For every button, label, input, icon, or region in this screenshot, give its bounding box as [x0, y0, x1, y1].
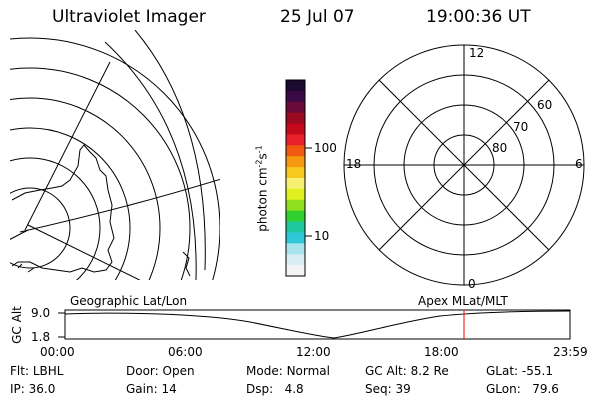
colorbar — [286, 80, 305, 277]
date-label: 25 Jul 07 — [280, 7, 355, 27]
meridian-line — [24, 61, 111, 231]
info-flt: Flt: LBHL — [10, 364, 64, 378]
colorbar-segment — [286, 134, 305, 146]
colorbar-segment — [286, 80, 305, 92]
colorbar-segment — [286, 112, 305, 125]
colorbar-segment — [286, 101, 305, 114]
mlt-label-6: 6 — [575, 157, 583, 171]
apex-label: Apex MLat/MLT — [418, 294, 508, 308]
colorbar-segment — [286, 199, 305, 212]
altitude-curve — [64, 310, 571, 339]
time-label: 19:00:36 UT — [426, 7, 531, 27]
mlt-label-0: 0 — [468, 277, 476, 291]
info-glat: GLat: -55.1 — [486, 364, 553, 378]
colorbar-unit-label: photon cm-2s-1 — [254, 145, 270, 232]
timeline-plot — [58, 309, 571, 340]
mlat-label-80: 80 — [492, 141, 508, 155]
outer-arc-tick — [182, 251, 191, 277]
colorbar-segment — [286, 210, 305, 223]
colorbar-segment — [286, 221, 305, 234]
instrument-title: Ultraviolet Imager — [52, 7, 206, 27]
lat-circle — [10, 157, 101, 280]
info-gain: Gain: 14 — [126, 382, 177, 396]
colorbar-segment — [286, 232, 305, 244]
polar-diagonal — [378, 79, 550, 251]
mlat-label-70: 70 — [513, 120, 529, 134]
colorbar-segment — [286, 178, 305, 190]
colorbar-segment — [286, 254, 305, 266]
polar-plot — [343, 44, 585, 286]
colorbar-segment — [286, 188, 305, 201]
gc-alt-axis-label: GC Alt — [10, 306, 24, 344]
outer-arc — [104, 41, 197, 280]
info-door: Door: Open — [126, 364, 195, 378]
geographic-map — [10, 30, 220, 280]
x-tick-label-00: 00:00 — [40, 345, 75, 359]
lat-circle — [10, 67, 191, 280]
x-tick-label-06: 06:00 — [168, 345, 203, 359]
colorbar-segment — [286, 145, 305, 157]
lat-circle — [10, 127, 131, 280]
colorbar-segment — [286, 123, 305, 136]
timeline-frame — [64, 309, 571, 340]
meridian-line — [10, 229, 29, 240]
outer-arc — [134, 30, 206, 271]
geographic-label: Geographic Lat/Lon — [70, 294, 188, 308]
info-ip: IP: 36.0 — [10, 382, 56, 396]
x-tick-label-12: 12:00 — [296, 345, 331, 359]
meridian-line — [27, 224, 141, 280]
colorbar-segment — [286, 90, 305, 103]
info-gc-alt: GC Alt: 8.2 Re — [365, 364, 449, 378]
lat-circle — [10, 187, 71, 269]
colorbar-segment — [286, 265, 305, 277]
mlt-label-12: 12 — [469, 46, 485, 60]
y-tick-label-9: 9.0 — [31, 306, 51, 320]
x-tick-label-18: 18:00 — [424, 345, 459, 359]
info-mode: Mode: Normal — [246, 364, 330, 378]
colorbar-segment — [286, 243, 305, 255]
x-tick-label-2359: 23:59 — [553, 345, 588, 359]
coastline-detail — [17, 263, 35, 273]
colorbar-frame — [285, 79, 306, 277]
meridian-line — [19, 178, 220, 233]
colorbar-tick-label-100: 100 — [314, 141, 337, 155]
coastline — [11, 144, 115, 273]
info-glon: GLon: 79.6 — [486, 382, 559, 396]
colorbar-segment — [286, 167, 305, 179]
info-seq: Seq: 39 — [365, 382, 411, 396]
mlat-label-60: 60 — [537, 98, 553, 112]
lat-circle — [10, 97, 161, 280]
colorbar-tick-label-10: 10 — [314, 229, 330, 243]
colorbar-segment — [286, 156, 305, 168]
lat-circle — [10, 37, 220, 280]
y-tick-label-1-8: 1.8 — [31, 330, 51, 344]
mlt-label-18: 18 — [346, 157, 362, 171]
info-dsp: Dsp: 4.8 — [246, 382, 304, 396]
